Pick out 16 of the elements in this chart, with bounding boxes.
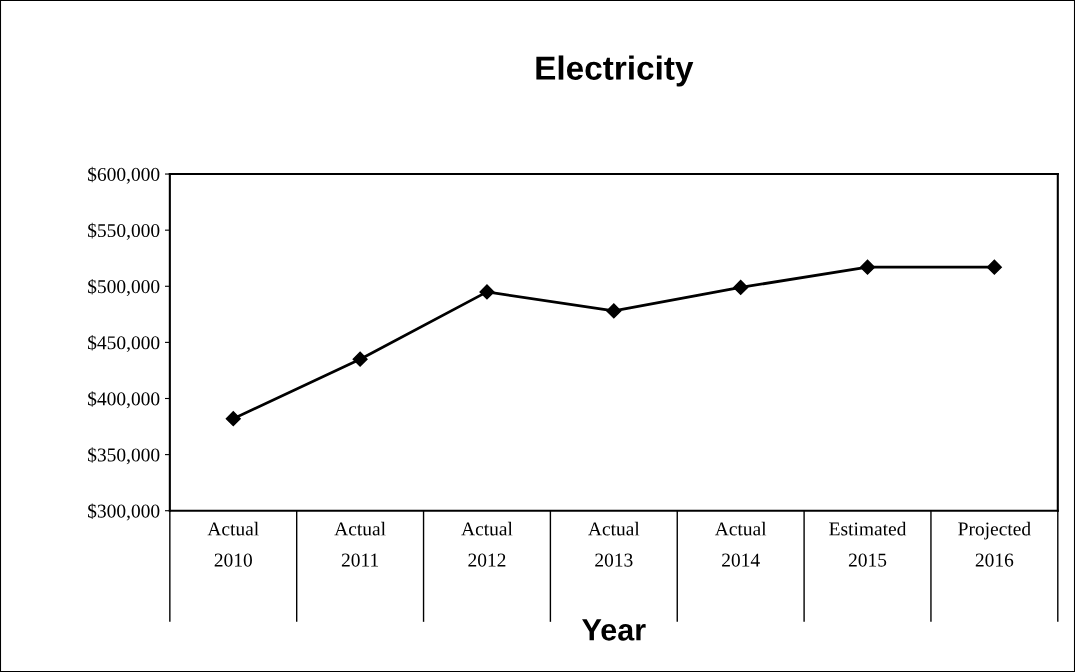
y-tick-label: $400,000 [88,391,160,409]
chart-title: Electricity [536,55,694,87]
x-axis-title: Year [582,619,646,641]
y-tick-label: $350,000 [88,447,160,465]
x-tick-label: Actual 2014 [714,521,767,567]
y-tick-label: $550,000 [88,222,160,240]
x-tick-label: Actual 2010 [207,521,259,567]
y-tick-label: $450,000 [88,335,160,353]
x-tick-label: Actual 2013 [588,521,640,567]
y-tick-label: $500,000 [88,278,160,297]
x-tick-label: Actual 2011 [334,521,386,567]
y-tick-label: $300,000 [88,503,160,521]
y-tick-label: $600,000 [88,166,160,184]
x-tick-label: Actual 2012 [461,521,513,567]
x-tick-label: Projected 2016 [958,521,1031,567]
x-tick-label: Estimated 2015 [829,521,907,567]
